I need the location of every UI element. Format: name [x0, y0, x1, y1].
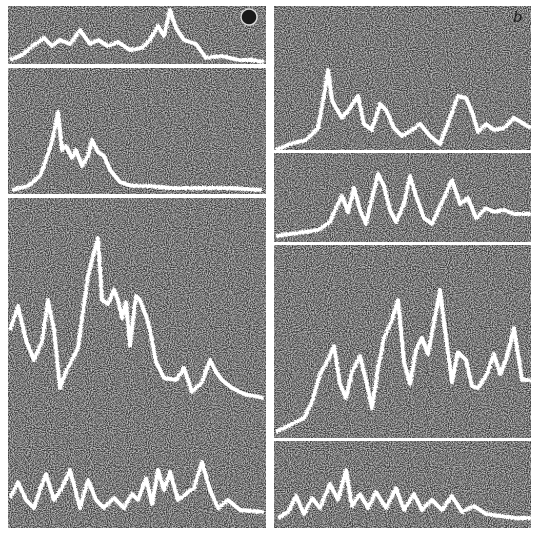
panel-a-background: [8, 6, 266, 528]
separator-b3: [274, 438, 531, 441]
trace-b1: [275, 68, 532, 152]
separator-b1: [274, 150, 531, 153]
trace-a3: [8, 236, 265, 400]
trace-a4: [8, 460, 265, 514]
trace-a1: [9, 8, 265, 64]
panel-a: a: [8, 6, 266, 528]
panel-b-background: [274, 6, 531, 528]
trace-b2: [275, 172, 531, 238]
separator-a2: [8, 194, 266, 198]
trace-b4: [276, 468, 531, 520]
separator-b2: [274, 242, 531, 245]
panel-a-marker: [240, 8, 258, 26]
panel-b: b: [274, 6, 532, 528]
panel-a-letter: a: [244, 8, 253, 26]
trace-a2: [11, 110, 263, 192]
panel-b-letter: b: [513, 8, 523, 26]
center-divider: [266, 0, 274, 539]
trace-b3: [275, 288, 531, 434]
separator-a1: [8, 64, 266, 68]
